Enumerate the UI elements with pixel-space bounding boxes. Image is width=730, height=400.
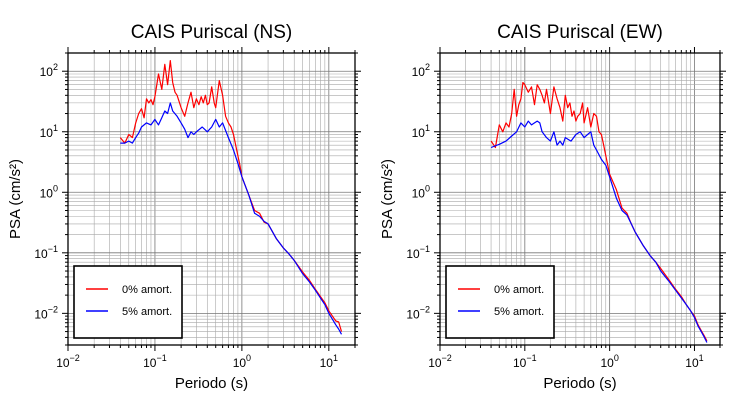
grid — [67, 52, 356, 346]
x-tick-label: 10−1 — [513, 353, 537, 370]
plot-frame — [67, 52, 356, 346]
y-axis-label: PSA (cm/s²) — [379, 159, 396, 239]
y-tick-label: 101 — [40, 123, 58, 140]
x-tick-label: 101 — [685, 353, 703, 370]
y-tick-label: 10−1 — [34, 244, 58, 261]
series-lines — [119, 59, 343, 335]
legend-label: 5% amort. — [494, 306, 544, 318]
chart-title: CAIS Puriscal (EW) — [497, 22, 663, 43]
legend-label: 0% amort. — [122, 284, 172, 296]
series-line-amort-5 — [120, 102, 343, 335]
y-tick-labels: 10−2 10−1 100 101 102 — [406, 62, 430, 321]
y-tick-labels: 10−2 10−1 100 101 102 — [34, 62, 58, 321]
y-tick-label: 102 — [412, 62, 430, 79]
legend: 0% amort. 5% amort. — [73, 265, 183, 339]
y-tick-label: 102 — [40, 62, 58, 79]
x-tick-label: 10−2 — [428, 353, 452, 370]
x-axis-label: Periodo (s) — [543, 375, 616, 392]
x-tick-label: 100 — [600, 353, 618, 370]
x-tick-labels: 10−2 10−1 100 101 — [428, 353, 703, 370]
series-line-amort-5 — [490, 120, 708, 343]
y-tick-label: 10−2 — [34, 304, 58, 321]
y-tick-label: 100 — [40, 183, 58, 200]
chart-panel-ew: 10−2 10−1 100 101 10−2 10−1 100 101 102 CAIS Puri… — [379, 22, 726, 392]
grid — [439, 52, 721, 346]
x-tick-labels: 10−2 10−1 100 101 — [56, 353, 338, 370]
chart-title: CAIS Puriscal (NS) — [131, 22, 293, 43]
x-tick-label: 101 — [320, 353, 338, 370]
series-lines — [490, 81, 708, 343]
y-tick-label: 101 — [412, 123, 430, 140]
x-tick-label: 10−2 — [56, 353, 80, 370]
legend: 0% amort. 5% amort. — [445, 265, 555, 339]
legend-label: 5% amort. — [122, 306, 172, 318]
y-axis-label: PSA (cm/s²) — [7, 159, 24, 239]
tick-marks — [434, 47, 726, 351]
tick-marks — [62, 47, 361, 351]
y-tick-label: 100 — [412, 183, 430, 200]
x-tick-label: 100 — [233, 353, 251, 370]
chart-panel-ns: 10−2 10−1 100 101 10−2 10−1 100 101 102 CAIS Puri… — [7, 22, 361, 392]
y-tick-label: 10−2 — [406, 304, 430, 321]
legend-label: 0% amort. — [494, 284, 544, 296]
x-tick-label: 10−1 — [143, 353, 167, 370]
x-axis-label: Periodo (s) — [175, 375, 248, 392]
legend-box — [445, 265, 555, 339]
plot-frame — [439, 52, 721, 346]
legend-box — [73, 265, 183, 339]
series-line-amort-0 — [490, 81, 708, 342]
y-tick-label: 10−1 — [406, 244, 430, 261]
